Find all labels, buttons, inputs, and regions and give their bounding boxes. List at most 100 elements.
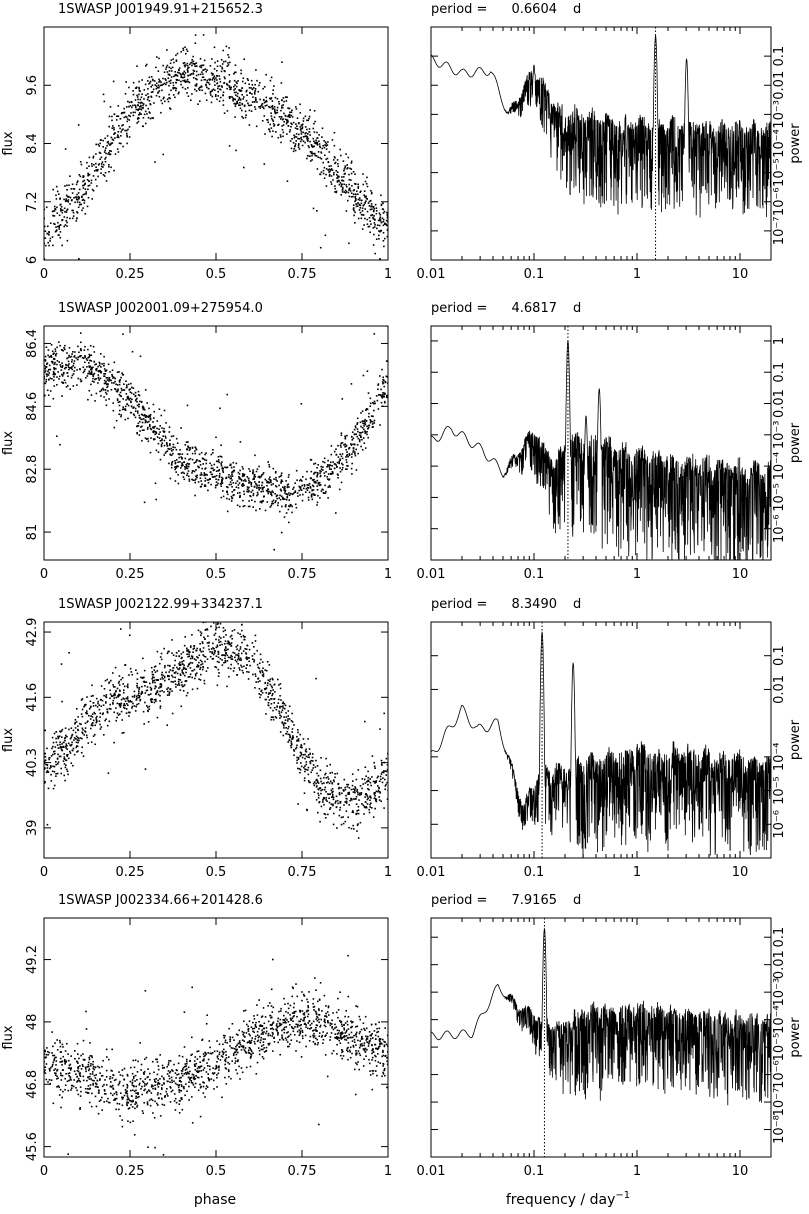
data-point	[183, 74, 186, 76]
data-point	[104, 382, 107, 384]
data-point	[209, 471, 212, 473]
data-point	[232, 97, 234, 100]
data-point	[310, 759, 312, 762]
data-point	[66, 755, 68, 757]
data-point	[368, 412, 370, 415]
data-point	[282, 486, 284, 488]
data-point	[330, 789, 333, 792]
data-point	[71, 374, 74, 377]
data-point	[49, 237, 52, 240]
data-point	[307, 145, 310, 147]
data-point	[183, 478, 186, 481]
data-point	[227, 64, 230, 66]
data-point	[93, 264, 95, 266]
data-point	[271, 503, 273, 505]
data-point	[364, 793, 367, 796]
data-point	[147, 80, 149, 82]
data-point	[287, 718, 289, 720]
data-point	[290, 125, 292, 128]
data-point	[151, 698, 154, 701]
data-point	[247, 104, 250, 107]
data-point	[81, 708, 84, 711]
data-point	[275, 717, 278, 719]
data-point	[259, 105, 262, 107]
data-point	[269, 79, 272, 82]
data-point	[307, 140, 309, 142]
data-point	[108, 125, 110, 128]
data-point	[347, 783, 349, 786]
data-point	[159, 80, 161, 82]
data-point	[324, 773, 326, 776]
data-point	[124, 405, 127, 408]
data-point	[374, 767, 376, 769]
data-point	[187, 74, 190, 77]
data-point	[99, 362, 101, 365]
data-point	[168, 84, 170, 87]
data-point	[195, 70, 198, 73]
data-point	[66, 357, 68, 360]
data-point	[367, 797, 369, 800]
data-point	[363, 778, 366, 781]
data-point	[270, 115, 273, 117]
data-point	[271, 119, 274, 121]
data-point	[86, 179, 89, 181]
data-point	[44, 729, 46, 732]
data-point	[313, 1029, 315, 1031]
data-point	[75, 183, 78, 186]
data-point	[179, 453, 181, 455]
data-point	[238, 482, 241, 484]
data-point	[344, 189, 347, 192]
data-point	[174, 74, 176, 77]
data-point	[266, 684, 269, 687]
data-point	[79, 349, 82, 351]
data-point	[312, 493, 315, 495]
data-point	[241, 652, 243, 655]
data-point	[159, 662, 161, 665]
data-point	[64, 148, 67, 150]
data-point	[172, 667, 175, 669]
data-point	[153, 80, 156, 82]
data-point	[220, 456, 223, 458]
data-point	[148, 705, 151, 708]
data-point	[270, 716, 273, 718]
data-point	[356, 417, 359, 420]
data-point	[154, 161, 156, 163]
data-point	[193, 645, 195, 647]
data-point	[84, 727, 87, 729]
data-point	[72, 188, 75, 190]
data-point	[104, 137, 106, 140]
data-point	[173, 75, 175, 78]
plot-frame	[43, 621, 389, 859]
data-point	[208, 641, 210, 644]
data-point	[263, 101, 266, 104]
data-point	[265, 100, 268, 103]
data-point	[341, 442, 344, 444]
data-point	[369, 199, 372, 202]
data-point	[50, 765, 52, 767]
data-point	[304, 750, 307, 752]
data-point	[84, 704, 86, 706]
data-point	[309, 487, 312, 489]
data-point	[290, 492, 292, 495]
data-point	[141, 421, 144, 424]
data-point	[228, 97, 231, 100]
data-point	[244, 648, 246, 650]
data-point	[213, 75, 216, 77]
data-point	[311, 145, 314, 148]
data-point	[329, 793, 331, 795]
data-point	[350, 827, 353, 830]
data-point	[257, 493, 259, 496]
data-point	[280, 705, 283, 708]
period-unit: d	[573, 597, 581, 612]
data-point	[69, 175, 71, 177]
data-point	[149, 451, 152, 454]
data-point	[59, 730, 61, 733]
data-point	[86, 167, 88, 169]
data-point	[323, 457, 326, 460]
data-point	[194, 88, 196, 91]
data-point	[368, 788, 370, 791]
data-point	[324, 492, 327, 494]
data-point	[374, 792, 376, 794]
data-point	[216, 65, 219, 68]
data-point	[288, 725, 290, 728]
